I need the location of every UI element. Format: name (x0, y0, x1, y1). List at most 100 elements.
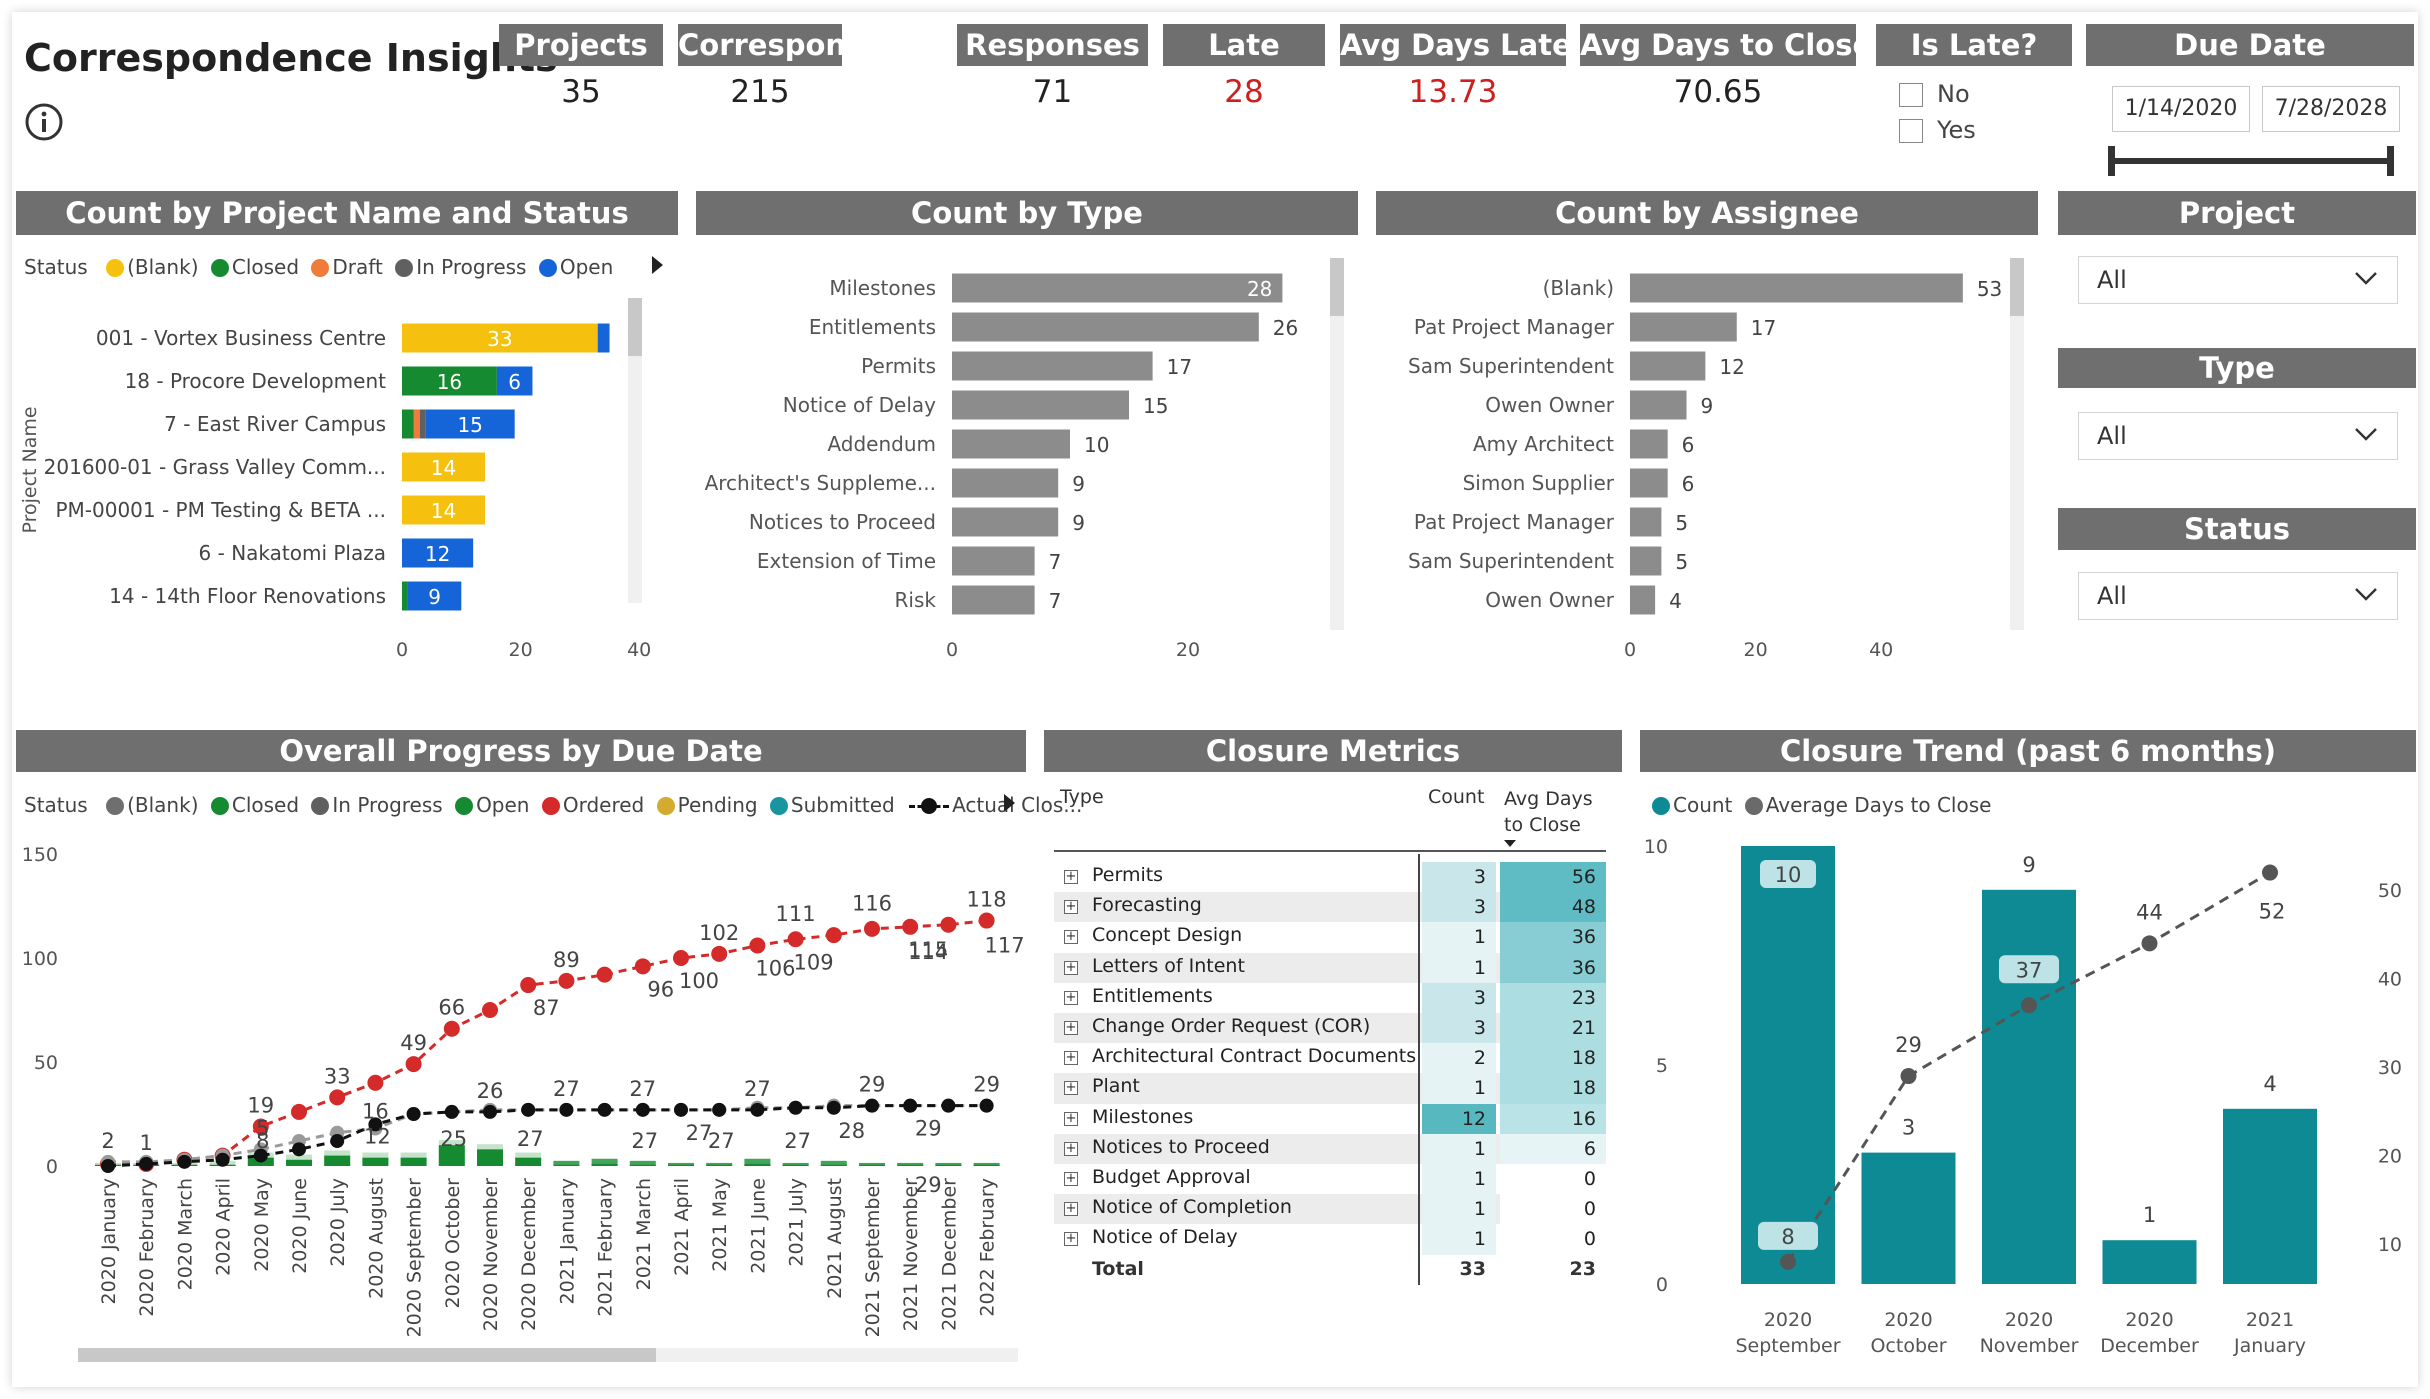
bar[interactable] (952, 273, 1283, 303)
ordered-point[interactable] (711, 945, 728, 962)
ordered-point[interactable] (291, 1103, 307, 1120)
legend-item-ordered[interactable]: Ordered (562, 793, 645, 817)
legend-item-actual-closed[interactable]: Actual Clos... (952, 793, 1083, 817)
project-slicer-dropdown[interactable]: All (2078, 256, 2398, 304)
monthly-bar[interactable] (668, 1162, 694, 1166)
actual-closed-point[interactable] (330, 1134, 345, 1149)
actual-closed-point[interactable] (483, 1104, 497, 1119)
status-slicer-dropdown[interactable]: All (2078, 572, 2398, 620)
actual-closed-point[interactable] (444, 1104, 459, 1119)
monthly-bar-closed[interactable] (400, 1157, 427, 1166)
scrollbar-track[interactable] (1330, 258, 1344, 630)
monthly-bar-closed[interactable] (820, 1164, 847, 1166)
ordered-point[interactable] (367, 1074, 384, 1091)
avg-days-point[interactable] (2021, 997, 2037, 1014)
bar-segment[interactable] (402, 323, 598, 353)
actual-closed-point[interactable] (101, 1159, 115, 1173)
legend-item-avg-days[interactable]: Average Days to Close (1765, 793, 1992, 817)
bar-segment[interactable] (413, 409, 420, 439)
ordered-point[interactable] (520, 977, 537, 994)
bar[interactable] (952, 546, 1035, 576)
bar[interactable] (1630, 312, 1737, 342)
monthly-bar-closed[interactable] (286, 1159, 312, 1166)
monthly-bar[interactable] (629, 1160, 656, 1166)
scrollbar-thumb[interactable] (78, 1348, 656, 1362)
bar[interactable] (1630, 585, 1656, 615)
legend-next-arrow-icon[interactable] (1004, 794, 1015, 812)
monthly-bar-closed[interactable] (477, 1149, 503, 1166)
bar[interactable] (1630, 507, 1662, 537)
bar-segment[interactable] (402, 452, 486, 482)
ordered-point[interactable] (405, 1056, 422, 1073)
actual-closed-point[interactable] (635, 1102, 650, 1117)
legend-item-blank[interactable]: (Blank) (127, 793, 199, 817)
expand-plus-icon[interactable]: + (1064, 929, 1078, 945)
monthly-bar[interactable] (706, 1162, 733, 1166)
legend-item-submitted[interactable]: Submitted (790, 793, 895, 817)
monthly-bar-closed[interactable] (782, 1164, 809, 1166)
checkbox-yes[interactable] (1899, 119, 1923, 143)
table-row[interactable]: + Architectural Contract Documents 2 18 (1054, 1043, 1606, 1074)
actual-closed-point[interactable] (253, 1148, 268, 1163)
bar-segment[interactable] (402, 581, 408, 611)
actual-closed-point[interactable] (903, 1098, 918, 1113)
monthly-bar-closed[interactable] (859, 1164, 885, 1166)
monthly-bar[interactable] (897, 1162, 924, 1166)
monthly-bar[interactable] (935, 1162, 962, 1166)
monthly-bar-closed[interactable] (438, 1145, 465, 1166)
expand-plus-icon[interactable]: + (1064, 1080, 1078, 1096)
count-bar[interactable] (2102, 1240, 2197, 1284)
monthly-bar[interactable] (553, 1160, 580, 1166)
ordered-point[interactable] (329, 1089, 346, 1106)
monthly-bar-closed[interactable] (973, 1164, 1000, 1166)
monthly-bar-closed[interactable] (324, 1155, 351, 1166)
is-late-option-yes[interactable]: Yes (1899, 116, 1976, 144)
scrollbar-thumb[interactable] (628, 298, 642, 356)
ordered-point[interactable] (482, 1002, 498, 1018)
count-bar[interactable] (1861, 1152, 1956, 1284)
monthly-bar-closed[interactable] (591, 1163, 618, 1166)
expand-plus-icon[interactable]: + (1064, 1201, 1078, 1217)
table-row[interactable]: + Entitlements 3 23 (1054, 982, 1606, 1013)
bar[interactable] (1630, 468, 1668, 498)
actual-closed-point[interactable] (406, 1107, 421, 1121)
monthly-bar[interactable] (591, 1158, 618, 1166)
monthly-bar-closed[interactable] (897, 1164, 924, 1166)
table-row[interactable]: + Notice of Completion 1 0 (1054, 1194, 1606, 1225)
actual-closed-point[interactable] (712, 1102, 727, 1117)
monthly-bar-closed[interactable] (935, 1164, 962, 1166)
monthly-bar[interactable] (744, 1158, 771, 1166)
actual-closed-point[interactable] (750, 1102, 765, 1117)
legend-item-closed[interactable]: Closed (231, 255, 300, 279)
actual-closed-point[interactable] (941, 1098, 956, 1113)
is-late-option-no[interactable]: No (1899, 80, 1970, 108)
info-icon[interactable] (24, 102, 64, 142)
ordered-point[interactable] (634, 958, 651, 975)
ordered-point[interactable] (902, 918, 919, 935)
expand-plus-icon[interactable]: + (1064, 1110, 1078, 1126)
actual-closed-point[interactable] (979, 1098, 994, 1113)
ordered-point[interactable] (673, 950, 689, 966)
monthly-bar-closed[interactable] (515, 1157, 542, 1166)
expand-plus-icon[interactable]: + (1064, 899, 1078, 915)
actual-closed-point[interactable] (865, 1098, 879, 1113)
count-bar[interactable] (1741, 846, 1835, 1284)
table-row[interactable]: + Notices to Proceed 1 6 (1054, 1133, 1606, 1164)
bar-segment[interactable] (597, 323, 610, 353)
bar-segment[interactable] (402, 366, 497, 396)
table-row[interactable]: + Change Order Request (COR) 3 21 (1054, 1013, 1606, 1044)
bar-segment[interactable] (402, 538, 474, 568)
expand-plus-icon[interactable]: + (1064, 1020, 1078, 1035)
column-header-type[interactable]: Type (1060, 786, 1104, 808)
due-date-slider[interactable] (2108, 146, 2394, 176)
due-date-end-input[interactable]: 7/28/2028 (2262, 86, 2400, 132)
actual-closed-point[interactable] (139, 1156, 154, 1171)
legend-item-open[interactable]: Open (476, 793, 530, 817)
bar-segment[interactable] (402, 409, 414, 439)
ordered-point[interactable] (864, 920, 880, 937)
legend-item-draft[interactable]: Draft (332, 255, 383, 279)
ordered-point[interactable] (252, 1118, 269, 1135)
bar-segment[interactable] (496, 366, 533, 396)
monthly-bar[interactable] (859, 1162, 885, 1166)
type-slicer-dropdown[interactable]: All (2078, 412, 2398, 460)
